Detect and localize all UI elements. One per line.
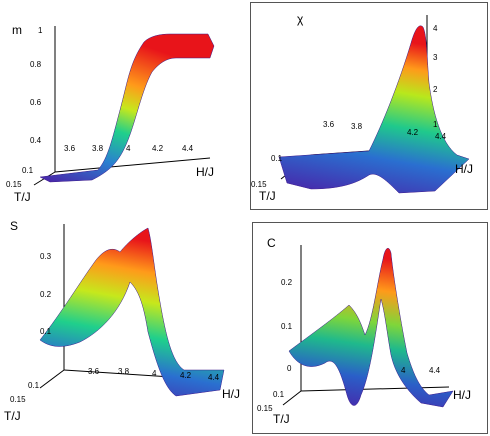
x-tick: 4.2 bbox=[407, 128, 419, 137]
surface-c bbox=[288, 247, 454, 408]
z-axis-label-c: C bbox=[267, 236, 276, 250]
z-axis-label-s: S bbox=[10, 219, 18, 233]
x-tick: 3.6 bbox=[323, 120, 335, 129]
x-tick: 4 bbox=[126, 144, 131, 153]
y-tick: 0.1 bbox=[28, 381, 40, 390]
x-tick: 3.8 bbox=[92, 144, 104, 153]
z-tick: 0.6 bbox=[30, 98, 42, 107]
y-axis-label-c: T/J bbox=[273, 412, 290, 426]
x-tick: 4.2 bbox=[180, 371, 192, 380]
x-tick: 3.8 bbox=[118, 367, 130, 376]
x-tick: 3.6 bbox=[64, 144, 76, 153]
x-ticks-s: 3.6 3.8 4 4.2 4.4 bbox=[88, 367, 220, 382]
y-ticks-chi: 0.1 0.15 bbox=[251, 154, 283, 189]
x-tick: 3.8 bbox=[351, 122, 363, 131]
chart-panel-chi: χ H/J T/J 1 2 3 4 3.6 3.8 4.2 4.4 0.1 0.… bbox=[250, 2, 488, 210]
x-tick: 4 bbox=[152, 369, 157, 378]
z-tick: 0.3 bbox=[40, 252, 52, 261]
z-tick: 0.8 bbox=[30, 60, 42, 69]
x-axis-label-m: H/J bbox=[196, 165, 214, 179]
chart-c: C H/J T/J 0 0.1 0.2 4 4.4 0.1 0.15 bbox=[257, 236, 471, 426]
x-tick: 4.4 bbox=[182, 144, 194, 153]
z-axis-label-m: m bbox=[12, 23, 22, 37]
x-axis-c bbox=[300, 386, 450, 392]
x-axis-label-s: H/J bbox=[222, 387, 240, 401]
y-tick: 0.15 bbox=[251, 180, 267, 189]
y-ticks-s: 0.1 0.15 bbox=[10, 381, 40, 404]
x-tick: 4.4 bbox=[208, 373, 220, 382]
x-tick: 4 bbox=[401, 366, 406, 375]
y-tick: 0.1 bbox=[22, 166, 34, 175]
z-tick: 0.1 bbox=[281, 322, 293, 331]
z-ticks-chi: 1 2 3 4 bbox=[433, 24, 438, 129]
x-tick: 3.6 bbox=[88, 367, 100, 376]
y-ticks-c: 0.1 0.15 bbox=[257, 390, 285, 413]
x-axis-label-c: H/J bbox=[453, 388, 471, 402]
x-ticks-m: 3.6 3.8 4 4.2 4.4 bbox=[64, 144, 194, 153]
y-tick: 0.15 bbox=[257, 404, 273, 413]
y-tick: 0.1 bbox=[273, 390, 285, 399]
surface-s bbox=[39, 227, 225, 397]
z-ticks-c: 0 0.1 0.2 bbox=[281, 278, 293, 373]
z-tick: 1 bbox=[38, 26, 43, 35]
x-tick: 4.2 bbox=[152, 144, 164, 153]
chart-chi: χ H/J T/J 1 2 3 4 3.6 3.8 4.2 4.4 0.1 0.… bbox=[251, 12, 473, 203]
z-tick: 0.2 bbox=[40, 290, 52, 299]
surface-m bbox=[39, 33, 215, 183]
surface-chi bbox=[278, 25, 470, 194]
chart-s: S H/J T/J 0.1 0.2 0.3 3.6 3.8 4 4.2 4.4 … bbox=[4, 219, 240, 423]
z-tick: 3 bbox=[433, 53, 438, 62]
chart-panel-c: C H/J T/J 0 0.1 0.2 4 4.4 0.1 0.15 bbox=[252, 222, 488, 434]
chart-panel-s: S H/J T/J 0.1 0.2 0.3 3.6 3.8 4 4.2 4.4 … bbox=[0, 212, 245, 432]
y-tick: 0.1 bbox=[271, 154, 283, 163]
x-ticks-chi: 3.6 3.8 4.2 4.4 bbox=[323, 120, 447, 141]
y-axis-label-chi: T/J bbox=[259, 189, 276, 203]
x-tick: 4.4 bbox=[435, 132, 447, 141]
z-tick: 0 bbox=[287, 364, 292, 373]
y-axis-c bbox=[282, 390, 302, 406]
x-ticks-c: 4 4.4 bbox=[401, 366, 441, 375]
y-axis-s bbox=[39, 369, 65, 389]
z-tick: 0.1 bbox=[40, 327, 52, 336]
z-tick: 1 bbox=[433, 120, 438, 129]
x-axis-m bbox=[54, 157, 211, 173]
z-tick: 0.4 bbox=[30, 136, 42, 145]
y-tick: 0.15 bbox=[10, 395, 26, 404]
z-ticks-m: 0.4 0.6 0.8 1 bbox=[30, 26, 43, 145]
z-tick: 0.2 bbox=[281, 278, 293, 287]
y-ticks-m: 0.1 0.15 bbox=[6, 166, 34, 189]
x-tick: 4.4 bbox=[429, 366, 441, 375]
chart-m: m H/J T/J 0.4 0.6 0.8 1 3.6 3.8 4 4.2 4.… bbox=[6, 23, 215, 204]
z-ticks-s: 0.1 0.2 0.3 bbox=[40, 252, 52, 336]
y-axis-label-s: T/J bbox=[4, 409, 21, 423]
x-axis-label-chi: H/J bbox=[455, 162, 473, 176]
z-axis-label-chi: χ bbox=[297, 12, 304, 26]
chart-panel-m: m H/J T/J 0.4 0.6 0.8 1 3.6 3.8 4 4.2 4.… bbox=[0, 0, 245, 211]
z-tick: 2 bbox=[433, 85, 438, 94]
y-axis-label-m: T/J bbox=[14, 190, 31, 204]
y-tick: 0.15 bbox=[6, 180, 22, 189]
z-tick: 4 bbox=[433, 24, 438, 33]
